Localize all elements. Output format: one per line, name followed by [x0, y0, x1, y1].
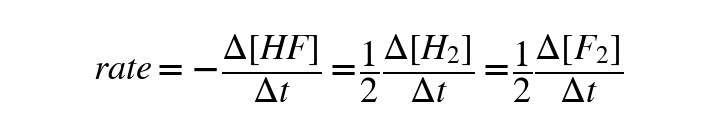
Text: $\boldsymbol{\mathit{rate} = -\dfrac{\Delta[HF]}{\Delta t} = \dfrac{1}{2}\dfrac{: $\boldsymbol{\mathit{rate} = -\dfrac{\De… — [93, 33, 623, 105]
